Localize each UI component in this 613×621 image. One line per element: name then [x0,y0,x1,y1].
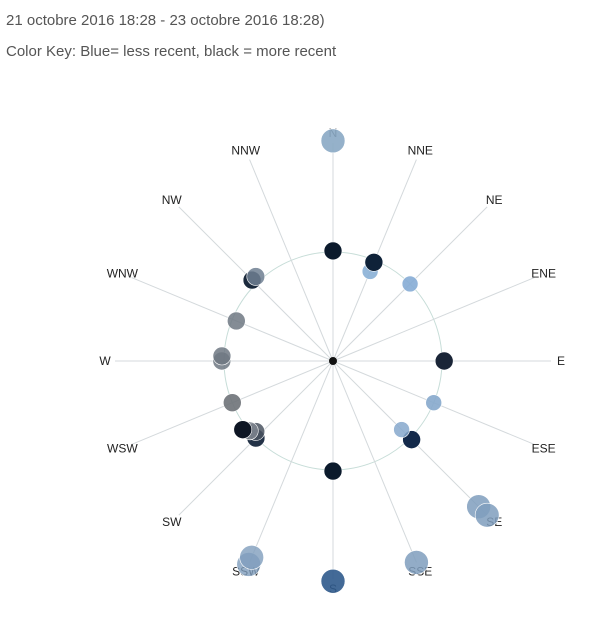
data-point-wsw-20 [222,393,242,413]
data-point-se-10 [474,502,500,528]
data-point-nne-3 [364,253,384,272]
data-point-nw-25 [246,267,266,286]
direction-label-wnw: WNW [107,267,139,281]
spoke-nnw [249,159,334,362]
direction-label-wsw: WSW [107,441,138,455]
data-point-s-12 [323,461,343,481]
spoke-sse [332,360,417,563]
data-points [212,128,500,594]
color-key-text: Color Key: Blue= less recent, black = mo… [6,43,337,60]
direction-label-nw: NW [162,193,183,207]
data-point-wnw-23 [227,311,246,331]
data-point-ese-6 [425,394,443,412]
direction-label-ene: ENE [531,267,556,281]
data-point-ne-4 [401,275,419,293]
center-dot [329,357,337,365]
chart-title: 21 octobre 2016 18:28 - 23 octobre 2016 … [6,12,325,29]
data-point-e-5 [434,351,454,371]
direction-label-e: E [557,354,565,368]
direction-label-sw: SW [162,515,182,529]
data-point-ssw-15 [239,545,264,570]
direction-label-ese: ESE [532,441,556,455]
data-point-w-22 [212,346,232,366]
data-point-n-1 [323,241,343,261]
data-point-sw-19 [233,420,253,439]
direction-label-nnw: NNW [231,143,260,157]
data-point-sse-11 [404,550,429,575]
data-point-n-0 [320,128,346,154]
direction-label-nne: NNE [408,143,433,157]
direction-label-ne: NE [486,193,503,207]
spoke-ene [332,277,535,362]
data-point-s-13 [320,568,346,594]
direction-label-w: W [99,354,111,368]
data-point-se-8 [393,421,410,438]
spoke-ssw [249,360,334,563]
